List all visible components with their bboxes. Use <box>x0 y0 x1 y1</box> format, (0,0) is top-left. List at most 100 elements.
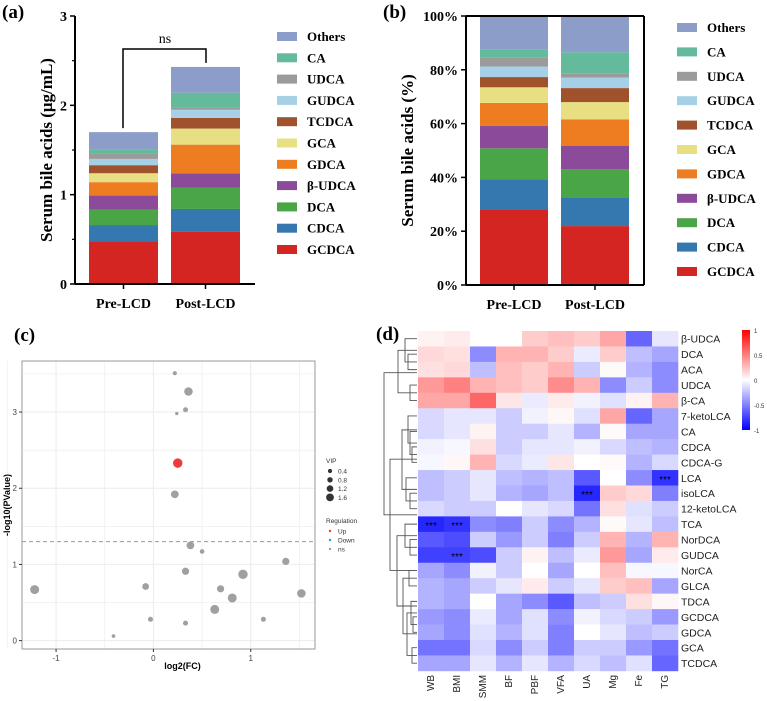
heatmap-cell <box>548 562 575 579</box>
bar-segment-GCA <box>171 128 240 145</box>
heatmap-cell <box>444 392 471 409</box>
bar-segment-GDCA <box>480 102 548 127</box>
heatmap-cell <box>626 609 653 625</box>
heatmap-cell <box>496 454 523 471</box>
y-tick-label: 0 <box>13 637 18 646</box>
heatmap-cell <box>444 454 471 471</box>
heatmap-cell <box>574 392 601 409</box>
row-label: 7-ketoLCA <box>681 411 731 423</box>
legend-swatch-GDCA <box>677 169 697 179</box>
heatmap-cell <box>444 640 471 656</box>
row-label: UDCA <box>681 380 711 392</box>
row-label: GUDCA <box>681 550 719 562</box>
heatmap-cell <box>470 624 497 641</box>
bar-segment-GUDCA <box>480 66 548 78</box>
heatmap-cell <box>444 609 471 625</box>
legend-swatch-GCDCA <box>677 267 697 276</box>
heatmap-cell <box>600 593 627 610</box>
heatmap-cell <box>600 578 627 594</box>
heatmap-cell <box>470 655 497 672</box>
heatmap-cell <box>548 655 575 672</box>
heatmap-cell <box>548 500 575 517</box>
legend-label: DCA <box>707 215 736 230</box>
heatmap-cell <box>522 361 549 378</box>
heatmap-cell <box>470 439 497 455</box>
heatmap-cell <box>496 578 523 594</box>
bar-segment-UDCA <box>171 107 240 110</box>
heatmap-cell <box>600 392 627 409</box>
heatmap-cell <box>418 609 445 625</box>
heatmap-cell <box>600 624 627 641</box>
data-point <box>199 549 205 554</box>
heatmap-cell <box>418 547 445 564</box>
legend-swatch-CA <box>277 53 297 63</box>
bar-segment-CDCA <box>171 208 240 232</box>
heatmap-cell <box>418 516 445 533</box>
data-point <box>181 567 190 575</box>
heatmap-cell <box>444 423 471 440</box>
heatmap-cell <box>548 593 575 610</box>
heatmap-cell <box>522 408 549 424</box>
heatmap-cell <box>522 423 549 440</box>
size-legend-label: 0.4 <box>338 469 347 476</box>
x-tick-label: 0 <box>151 654 156 663</box>
y-tick-label: 2 <box>13 484 18 493</box>
bar-segment-GCDCA <box>89 241 158 284</box>
legend-label: GCDCA <box>707 264 755 279</box>
color-legend-dot <box>328 538 332 542</box>
heatmap-cell <box>522 439 549 455</box>
y-tick-label: 1 <box>60 189 67 204</box>
heatmap-cell <box>600 423 627 440</box>
dendrogram-branch <box>397 349 417 394</box>
row-label: CDCA-G <box>681 457 722 469</box>
heatmap-cell <box>418 593 445 610</box>
heatmap-cell <box>470 547 497 564</box>
heatmap-cell <box>418 562 445 579</box>
heatmap-cell <box>522 593 549 610</box>
heatmap-cell <box>548 485 575 502</box>
heatmap-cell <box>470 531 497 548</box>
heatmap-cell <box>652 578 679 594</box>
heatmap-cell <box>444 470 471 486</box>
legend-label: GUDCA <box>707 93 755 108</box>
heatmap-cell <box>444 547 471 564</box>
heatmap-cell <box>470 593 497 610</box>
bar-segment-β-UDCA <box>480 126 548 149</box>
heatmap-cell <box>574 516 601 533</box>
data-point <box>238 569 248 580</box>
legend-swatch-UDCA <box>677 71 697 81</box>
heatmap-cell <box>548 331 575 347</box>
legend-swatch-GCDCA <box>277 245 297 254</box>
bar-segment-GDCA <box>89 182 158 196</box>
heatmap-cell <box>652 640 679 656</box>
color-legend-label: Up <box>338 529 347 536</box>
heatmap-cell <box>548 423 575 440</box>
significance-bracket <box>122 48 207 129</box>
data-point <box>147 616 154 622</box>
heatmap-cell <box>470 377 497 394</box>
legend-swatch-GCA <box>677 145 697 154</box>
heatmap-cell <box>470 516 497 533</box>
significance-stars: *** <box>451 521 463 532</box>
legend-swatch-CA <box>677 47 697 57</box>
panel-label: (d) <box>376 324 399 345</box>
heatmap-cell <box>522 531 549 548</box>
bar-segment-Others <box>480 16 548 50</box>
bar-segment-GCDCA <box>561 226 629 285</box>
legend-label: UDCA <box>307 72 345 87</box>
heatmap-cell <box>444 531 471 548</box>
heatmap-cell <box>626 531 653 548</box>
heatmap-cell <box>574 439 601 455</box>
significance-stars: *** <box>659 475 671 486</box>
bar-segment-Others <box>89 132 158 150</box>
heatmap-cell <box>574 500 601 517</box>
bar-segment-UDCA <box>480 57 548 67</box>
data-point <box>210 604 220 614</box>
legend-label: GDCA <box>707 166 746 181</box>
legend-label: β-UDCA <box>707 191 756 206</box>
bar-segment-CA <box>561 52 629 74</box>
heatmap-cell <box>470 562 497 579</box>
bar-segment-TCDCA <box>89 165 158 174</box>
heatmap-cell <box>626 485 653 502</box>
heatmap-cell <box>444 408 471 424</box>
